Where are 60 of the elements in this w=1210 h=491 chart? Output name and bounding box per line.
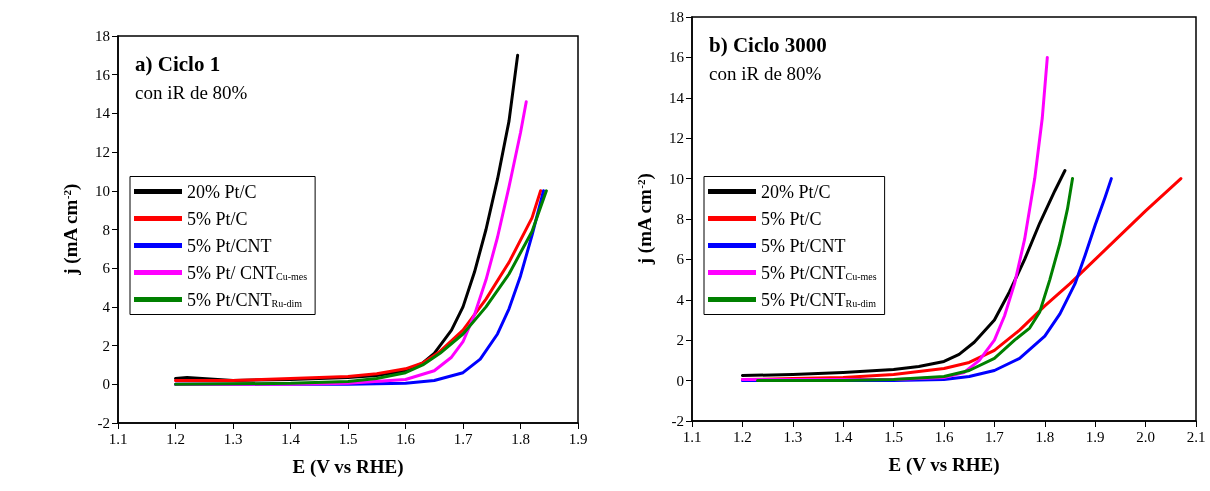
y-axis-title: j (mA cm-2): [60, 183, 82, 276]
x-tick-label: 1.9: [568, 430, 588, 447]
x-axis-title: E (V vs RHE): [292, 456, 404, 478]
x-tick-label: 2.1: [1186, 428, 1206, 445]
y-tick-label: 4: [676, 291, 685, 308]
text: con iR de 80%: [135, 82, 248, 103]
x-tick-label: 1.2: [733, 428, 752, 445]
x-tick-label: 1.3: [223, 430, 243, 447]
x-tick-label: 1.8: [1035, 428, 1055, 445]
x-tick-label: 1.6: [396, 430, 416, 447]
x-tick-label: 1.1: [108, 430, 128, 447]
y-tick-label: 2: [676, 332, 684, 349]
legend-label: 5% Pt/CNTRu-dim: [761, 289, 877, 310]
legend-label: 20% Pt/C: [761, 181, 831, 202]
x-tick-label: 1.4: [281, 430, 301, 447]
legend-label: 5% Pt/CNT: [187, 235, 272, 256]
legend-label: 5% Pt/CNT: [761, 235, 846, 256]
y-tick-label: 0: [102, 376, 110, 393]
y-tick-label: 16: [669, 49, 685, 66]
y-tick-label: 12: [669, 130, 684, 147]
text: a) Ciclo 1: [135, 51, 221, 76]
y-tick-label: 2: [102, 337, 110, 354]
y-tick-label: 6: [102, 260, 111, 277]
x-tick-label: 1.4: [833, 428, 854, 445]
y-tick-label: 6: [676, 251, 685, 268]
y-tick-label: -2: [671, 413, 684, 429]
legend-label: 5% Pt/C: [187, 208, 248, 229]
legend-label: 5% Pt/CNTRu-dim: [187, 289, 303, 310]
legend-label: 5% Pt/C: [761, 208, 822, 229]
y-tick-label: 10: [669, 170, 684, 187]
y-axis-title: j (mA cm-2): [634, 173, 656, 266]
y-tick-label: 10: [95, 182, 110, 199]
y-tick-label: 8: [102, 221, 110, 238]
x-tick-label: 1.3: [783, 428, 803, 445]
y-tick-label: 18: [669, 9, 684, 25]
x-axis-title: E (V vs RHE): [888, 454, 1000, 476]
x-tick-label: 1.2: [166, 430, 185, 447]
y-tick-label: 12: [95, 144, 110, 161]
x-tick-label: 1.6: [934, 428, 954, 445]
y-tick-label: 16: [95, 66, 111, 83]
legend-label: 5% Pt/ CNTCu-mes: [187, 262, 308, 283]
x-tick-label: 1.7: [985, 428, 1005, 445]
x-tick-label: 1.5: [884, 428, 903, 445]
x-tick-label: 1.5: [338, 430, 358, 447]
y-tick-label: 4: [102, 298, 111, 315]
y-tick-label: 8: [676, 211, 684, 227]
legend-label: 5% Pt/CNTCu-mes: [761, 262, 877, 283]
x-tick-label: 1.7: [453, 430, 473, 447]
x-tick-label: 2.0: [1136, 428, 1155, 445]
y-tick-label: 14: [95, 105, 111, 122]
x-tick-label: 1.9: [1085, 428, 1105, 445]
x-tick-label: 1.8: [511, 430, 530, 447]
y-tick-label: 18: [95, 28, 110, 44]
y-tick-label: 14: [669, 89, 685, 106]
text: b) Ciclo 3000: [709, 32, 827, 57]
text: con iR de 80%: [709, 63, 822, 84]
x-tick-label: 1.1: [682, 428, 702, 445]
legend-label: 20% Pt/C: [187, 181, 257, 202]
y-tick-label: 0: [676, 372, 684, 389]
y-tick-label: -2: [97, 415, 110, 431]
